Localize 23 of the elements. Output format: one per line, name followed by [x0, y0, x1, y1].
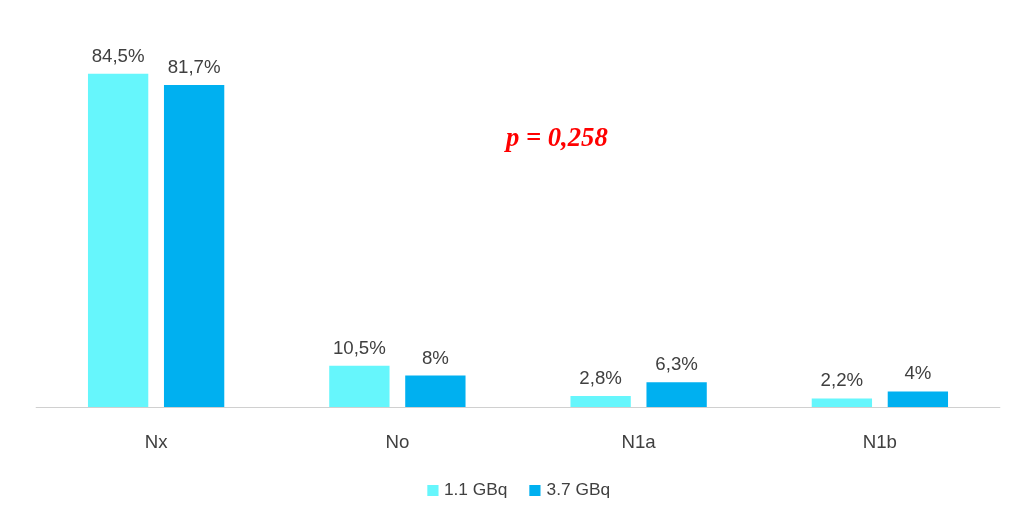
x-tick-label: Nx: [144, 431, 169, 453]
legend-label: 1.1 GBq: [443, 479, 508, 500]
bar: [87, 73, 149, 408]
bar: [329, 365, 390, 408]
annotation: p = 0,258: [503, 121, 608, 152]
data-label: 2,8%: [579, 367, 622, 389]
data-label: 10,5%: [332, 336, 386, 358]
data-label: 81,7%: [167, 55, 221, 77]
x-tick-label: N1b: [862, 431, 897, 453]
data-label: 6,3%: [655, 353, 698, 375]
data-label: 84,5%: [91, 44, 145, 66]
bar: [570, 396, 631, 408]
x-tick-label: No: [385, 431, 410, 453]
bar: [405, 375, 466, 408]
legend-label: 3.7 GBq: [546, 479, 611, 500]
bar: [887, 391, 949, 408]
bar: [646, 382, 707, 408]
bar: [811, 398, 873, 408]
bar: [163, 84, 225, 408]
data-label: 8%: [421, 346, 449, 368]
data-label: 2,2%: [820, 369, 864, 391]
x-tick-label: N1a: [621, 431, 657, 453]
data-label: 4%: [904, 362, 932, 384]
